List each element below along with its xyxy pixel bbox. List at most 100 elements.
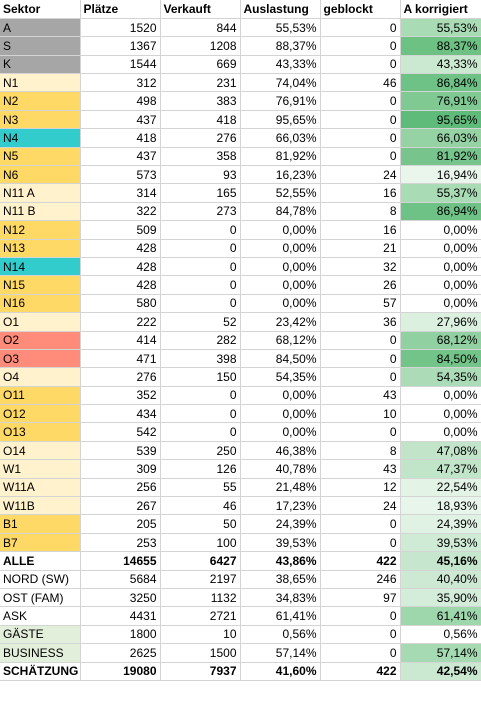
- a-korrigiert-cell[interactable]: 39,53%: [400, 533, 481, 553]
- sektor-cell[interactable]: O13: [0, 422, 81, 442]
- sektor-cell[interactable]: N11 A: [0, 183, 81, 203]
- auslastung-cell[interactable]: 74,04%: [240, 73, 321, 93]
- verkauft-cell[interactable]: 358: [160, 147, 241, 167]
- verkauft-cell[interactable]: 1208: [160, 36, 241, 56]
- a-korrigiert-cell[interactable]: 76,91%: [400, 91, 481, 111]
- a-korrigiert-cell[interactable]: 43,33%: [400, 55, 481, 75]
- auslastung-cell[interactable]: 0,00%: [240, 220, 321, 240]
- geblockt-cell[interactable]: 422: [320, 662, 401, 681]
- verkauft-cell[interactable]: 383: [160, 91, 241, 111]
- auslastung-cell[interactable]: 95,65%: [240, 110, 321, 130]
- auslastung-cell[interactable]: 0,56%: [240, 625, 321, 645]
- geblockt-cell[interactable]: 0: [320, 606, 401, 626]
- geblockt-cell[interactable]: 0: [320, 110, 401, 130]
- sektor-cell[interactable]: N14: [0, 257, 81, 277]
- a-korrigiert-cell[interactable]: 68,12%: [400, 331, 481, 350]
- plaetze-cell[interactable]: 471: [80, 349, 161, 369]
- sektor-cell[interactable]: N5: [0, 147, 81, 167]
- verkauft-cell[interactable]: 55: [160, 478, 241, 498]
- geblockt-cell[interactable]: 26: [320, 275, 401, 295]
- plaetze-cell[interactable]: 1800: [80, 625, 161, 645]
- verkauft-cell[interactable]: 0: [160, 404, 241, 424]
- header-plaetze[interactable]: Plätze: [80, 0, 161, 19]
- a-korrigiert-cell[interactable]: 0,00%: [400, 257, 481, 277]
- a-korrigiert-cell[interactable]: 16,94%: [400, 165, 481, 185]
- geblockt-cell[interactable]: 0: [320, 36, 401, 56]
- geblockt-cell[interactable]: 0: [320, 91, 401, 111]
- auslastung-cell[interactable]: 61,41%: [240, 606, 321, 626]
- plaetze-cell[interactable]: 498: [80, 91, 161, 111]
- a-korrigiert-cell[interactable]: 0,00%: [400, 422, 481, 442]
- plaetze-cell[interactable]: 573: [80, 165, 161, 185]
- sektor-cell[interactable]: N15: [0, 275, 81, 295]
- plaetze-cell[interactable]: 4431: [80, 606, 161, 626]
- sektor-cell[interactable]: O4: [0, 367, 81, 387]
- geblockt-cell[interactable]: 0: [320, 55, 401, 75]
- header-verkauft[interactable]: Verkauft: [160, 0, 241, 19]
- sektor-cell[interactable]: OST (FAM): [0, 588, 81, 608]
- a-korrigiert-cell[interactable]: 54,35%: [400, 367, 481, 387]
- a-korrigiert-cell[interactable]: 27,96%: [400, 312, 481, 332]
- geblockt-cell[interactable]: 10: [320, 404, 401, 424]
- sektor-cell[interactable]: O11: [0, 386, 81, 406]
- plaetze-cell[interactable]: 539: [80, 441, 161, 461]
- plaetze-cell[interactable]: 253: [80, 533, 161, 553]
- verkauft-cell[interactable]: 165: [160, 183, 241, 203]
- plaetze-cell[interactable]: 437: [80, 110, 161, 130]
- a-korrigiert-cell[interactable]: 24,39%: [400, 514, 481, 534]
- verkauft-cell[interactable]: 2197: [160, 570, 241, 590]
- sektor-cell[interactable]: O1: [0, 312, 81, 332]
- geblockt-cell[interactable]: 43: [320, 386, 401, 406]
- a-korrigiert-cell[interactable]: 35,90%: [400, 588, 481, 608]
- geblockt-cell[interactable]: 16: [320, 183, 401, 203]
- a-korrigiert-cell[interactable]: 61,41%: [400, 606, 481, 626]
- sektor-cell[interactable]: N16: [0, 294, 81, 314]
- a-korrigiert-cell[interactable]: 47,37%: [400, 459, 481, 479]
- geblockt-cell[interactable]: 16: [320, 220, 401, 240]
- plaetze-cell[interactable]: 256: [80, 478, 161, 498]
- verkauft-cell[interactable]: 50: [160, 514, 241, 534]
- a-korrigiert-cell[interactable]: 55,37%: [400, 183, 481, 203]
- header-a-korrigiert[interactable]: A korrigiert: [400, 0, 481, 19]
- sektor-cell[interactable]: ALLE: [0, 551, 81, 571]
- geblockt-cell[interactable]: 422: [320, 551, 401, 571]
- sektor-cell[interactable]: N11 B: [0, 202, 81, 222]
- verkauft-cell[interactable]: 0: [160, 275, 241, 295]
- plaetze-cell[interactable]: 5684: [80, 570, 161, 590]
- a-korrigiert-cell[interactable]: 84,50%: [400, 349, 481, 369]
- header-sektor[interactable]: Sektor: [0, 0, 81, 19]
- geblockt-cell[interactable]: 0: [320, 331, 401, 350]
- verkauft-cell[interactable]: 2721: [160, 606, 241, 626]
- auslastung-cell[interactable]: 68,12%: [240, 331, 321, 350]
- a-korrigiert-cell[interactable]: 81,92%: [400, 147, 481, 167]
- plaetze-cell[interactable]: 14655: [80, 551, 161, 571]
- geblockt-cell[interactable]: 0: [320, 643, 401, 663]
- plaetze-cell[interactable]: 352: [80, 386, 161, 406]
- a-korrigiert-cell[interactable]: 0,00%: [400, 239, 481, 258]
- sektor-cell[interactable]: W11B: [0, 496, 81, 516]
- auslastung-cell[interactable]: 0,00%: [240, 404, 321, 424]
- verkauft-cell[interactable]: 273: [160, 202, 241, 222]
- a-korrigiert-cell[interactable]: 0,00%: [400, 220, 481, 240]
- verkauft-cell[interactable]: 46: [160, 496, 241, 516]
- geblockt-cell[interactable]: 8: [320, 202, 401, 222]
- geblockt-cell[interactable]: 46: [320, 73, 401, 93]
- auslastung-cell[interactable]: 81,92%: [240, 147, 321, 167]
- sektor-cell[interactable]: O3: [0, 349, 81, 369]
- geblockt-cell[interactable]: 12: [320, 478, 401, 498]
- auslastung-cell[interactable]: 40,78%: [240, 459, 321, 479]
- geblockt-cell[interactable]: 24: [320, 165, 401, 185]
- verkauft-cell[interactable]: 0: [160, 257, 241, 277]
- sektor-cell[interactable]: N6: [0, 165, 81, 185]
- auslastung-cell[interactable]: 21,48%: [240, 478, 321, 498]
- sektor-cell[interactable]: A: [0, 18, 81, 38]
- geblockt-cell[interactable]: 0: [320, 533, 401, 553]
- geblockt-cell[interactable]: 57: [320, 294, 401, 314]
- plaetze-cell[interactable]: 428: [80, 257, 161, 277]
- auslastung-cell[interactable]: 84,50%: [240, 349, 321, 369]
- geblockt-cell[interactable]: 246: [320, 570, 401, 590]
- plaetze-cell[interactable]: 205: [80, 514, 161, 534]
- verkauft-cell[interactable]: 0: [160, 220, 241, 240]
- plaetze-cell[interactable]: 434: [80, 404, 161, 424]
- verkauft-cell[interactable]: 282: [160, 331, 241, 350]
